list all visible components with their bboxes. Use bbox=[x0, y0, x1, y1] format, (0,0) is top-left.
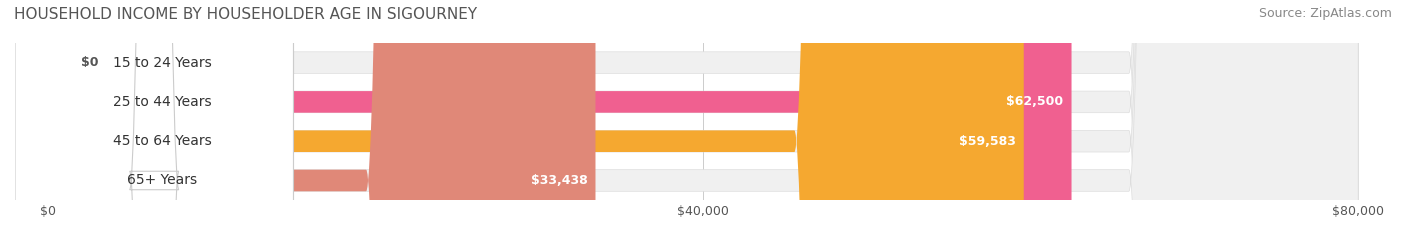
FancyBboxPatch shape bbox=[15, 0, 294, 233]
Text: Source: ZipAtlas.com: Source: ZipAtlas.com bbox=[1258, 7, 1392, 20]
FancyBboxPatch shape bbox=[15, 0, 294, 233]
Text: 15 to 24 Years: 15 to 24 Years bbox=[112, 56, 212, 70]
FancyBboxPatch shape bbox=[48, 0, 277, 233]
Text: $62,500: $62,500 bbox=[1007, 95, 1063, 108]
FancyBboxPatch shape bbox=[48, 0, 1024, 233]
FancyBboxPatch shape bbox=[48, 0, 1358, 233]
FancyBboxPatch shape bbox=[48, 0, 1358, 233]
Text: 45 to 64 Years: 45 to 64 Years bbox=[112, 134, 212, 148]
Text: 25 to 44 Years: 25 to 44 Years bbox=[112, 95, 212, 109]
Text: $0: $0 bbox=[80, 56, 98, 69]
FancyBboxPatch shape bbox=[48, 0, 1358, 233]
FancyBboxPatch shape bbox=[15, 0, 294, 233]
FancyBboxPatch shape bbox=[15, 0, 294, 233]
FancyBboxPatch shape bbox=[48, 0, 1071, 233]
Text: 65+ Years: 65+ Years bbox=[128, 174, 197, 188]
Text: $33,438: $33,438 bbox=[530, 174, 588, 187]
FancyBboxPatch shape bbox=[48, 0, 1358, 233]
FancyBboxPatch shape bbox=[48, 0, 596, 233]
Text: $59,583: $59,583 bbox=[959, 135, 1015, 148]
Text: HOUSEHOLD INCOME BY HOUSEHOLDER AGE IN SIGOURNEY: HOUSEHOLD INCOME BY HOUSEHOLDER AGE IN S… bbox=[14, 7, 477, 22]
